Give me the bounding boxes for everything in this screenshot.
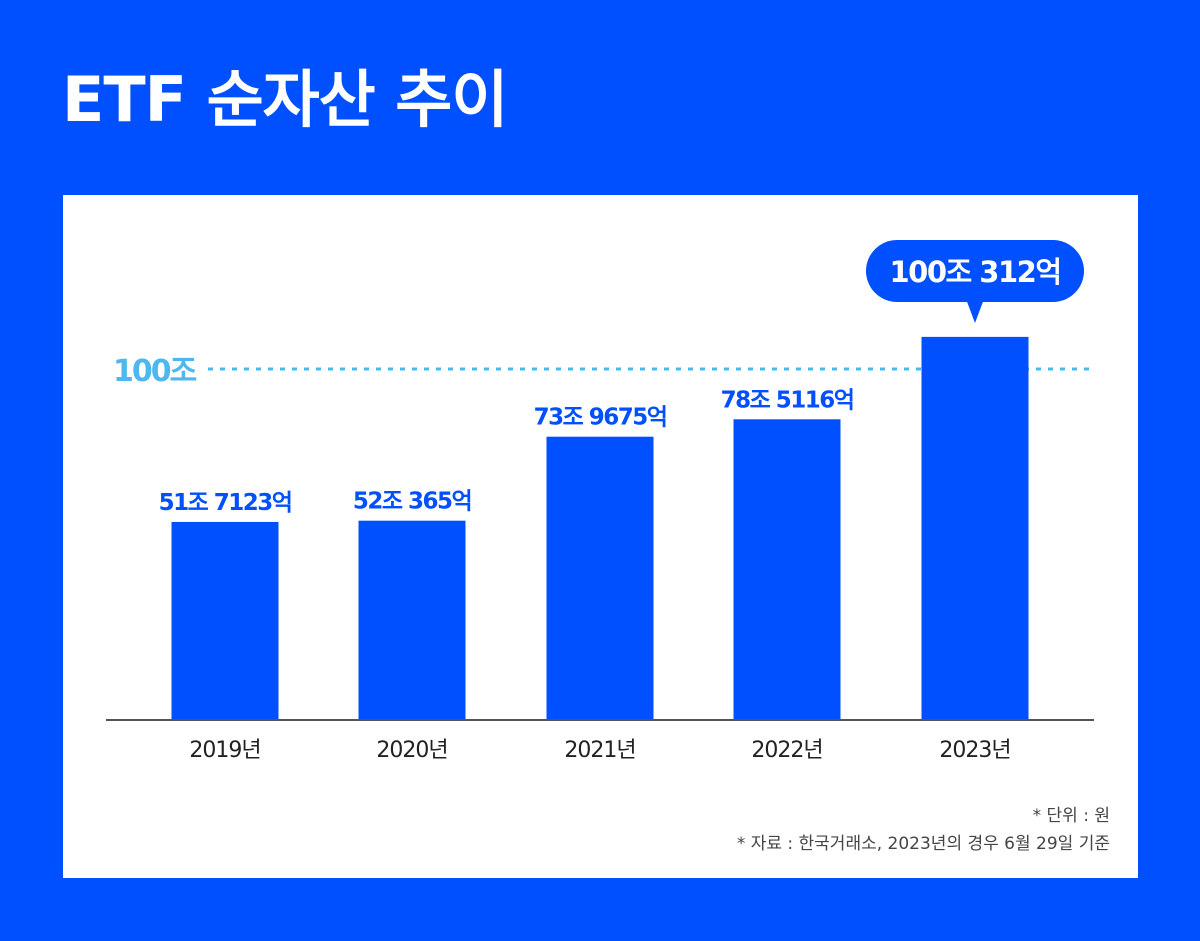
x-tick-label: 2022년 [751,738,822,763]
callout-pointer [966,299,984,323]
bar-chart: 100조 2019년 51조 7123억 2020년 52조 365억 2021년 73조 … [106,240,1094,763]
x-tick-label: 2020년 [376,738,447,763]
data-label: 51조 7123억 [159,490,292,516]
data-label: 100조 312억 [889,255,1060,289]
data-label: 73조 9675억 [534,405,667,431]
bar-2022 [733,419,841,720]
x-tick-label: 2019년 [189,738,260,763]
data-label: 78조 5116억 [721,387,854,413]
source-note: * 자료 : 한국거래소, 2023년의 경우 6월 29일 기준 [736,834,1110,854]
unit-note: * 단위 : 원 [1032,806,1110,826]
bar-2023 [921,336,1029,720]
bar-2020 [358,520,466,720]
bar-2021 [546,436,654,720]
reference-label: 100조 [113,354,197,389]
highlight-callout [866,240,1084,302]
data-label: 52조 365억 [353,489,471,515]
bar-2019 [171,521,279,720]
chart-card: 100조 2019년 51조 7123억 2020년 52조 365억 2021년 73조 … [63,195,1138,878]
page-title: ETF 순자산 추이 [62,63,508,136]
x-tick-label: 2021년 [564,738,635,763]
x-tick-label: 2023년 [939,738,1010,763]
